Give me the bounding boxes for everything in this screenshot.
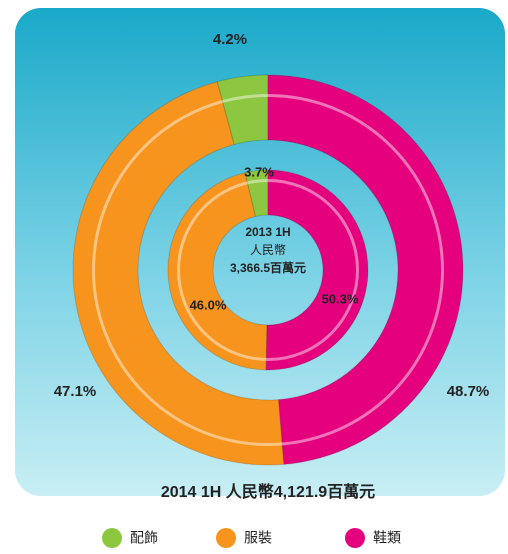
- center-title: 2013 1H: [245, 225, 290, 239]
- chart-title: 2014 1H 人民幣4,121.9百萬元: [161, 482, 375, 501]
- data-label: 48.7%: [447, 383, 490, 400]
- center-caption: 3,366.5百萬元: [230, 260, 306, 275]
- donut-segment: [267, 74, 464, 465]
- legend-swatch: [216, 528, 236, 548]
- data-label: 47.1%: [54, 383, 97, 400]
- legend-label: 鞋類: [373, 530, 401, 546]
- ring-highlight: [177, 179, 359, 361]
- data-label: 4.2%: [213, 31, 247, 48]
- donut-segment: [216, 74, 269, 146]
- data-label: 46.0%: [190, 297, 227, 312]
- ring-highlight: [92, 94, 444, 446]
- legend-label: 服裝: [244, 530, 272, 546]
- center-caption: 人民幣: [250, 243, 286, 257]
- series-name: 2014 1H: [161, 484, 222, 501]
- donut-segment: [72, 81, 285, 466]
- data-label: 50.3%: [322, 291, 359, 306]
- donut-segment: [167, 172, 268, 371]
- legend-swatch: [345, 528, 365, 548]
- legend-swatch: [102, 528, 122, 548]
- caption: 人民幣4,121.9百萬元: [226, 482, 375, 501]
- donut-segment: [265, 169, 369, 371]
- donut-segment: [244, 169, 269, 218]
- data-label: 3.7%: [244, 164, 274, 179]
- legend-label: 配飾: [130, 530, 158, 546]
